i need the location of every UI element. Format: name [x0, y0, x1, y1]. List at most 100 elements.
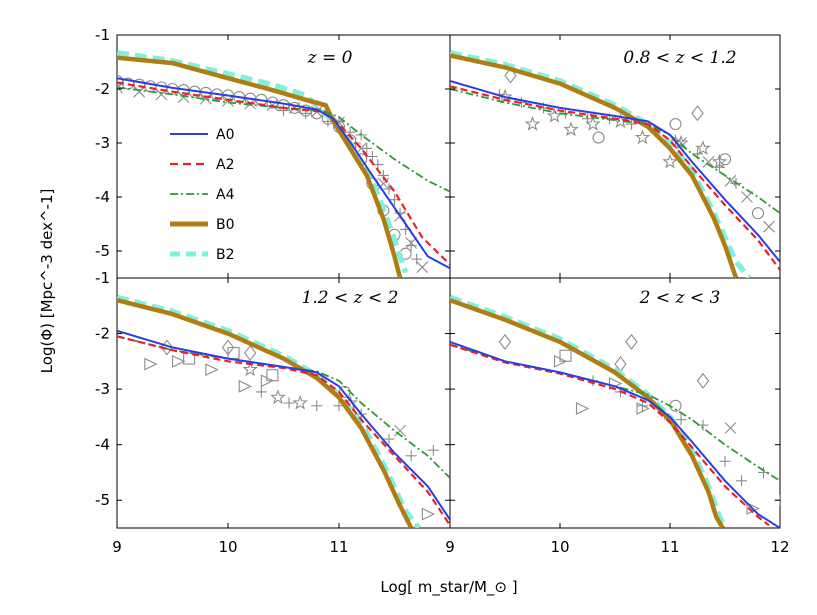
- panel-2-cross-marker: [741, 191, 753, 203]
- y-tick-label: -1: [95, 26, 110, 44]
- panel-2-diamond-marker: [504, 67, 517, 84]
- panel-1-series-b2-line: [117, 50, 409, 274]
- panel-3-plus-marker: [383, 433, 395, 445]
- panel-title-2: 0.8 < z < 1.2: [623, 48, 736, 68]
- legend-label-a2: A2: [216, 157, 234, 173]
- panel-3-star-marker: [270, 389, 286, 405]
- panel-2-cross-marker: [763, 220, 775, 233]
- panel-2-circle-marker: [718, 153, 732, 166]
- panel-4-diamond-marker: [696, 372, 710, 389]
- panel-1-series-a0-line: [117, 77, 450, 270]
- panel-2-star-marker: [585, 115, 601, 131]
- legend-label-a0: A0: [216, 127, 234, 143]
- x-axis-label: Log[ m_star/M_⊙ ]: [380, 578, 517, 597]
- x-tick-label: 11: [660, 538, 679, 556]
- y-tick-label: -5: [95, 491, 110, 509]
- y-tick-label: -2: [95, 80, 110, 98]
- panel-3-triangle-marker: [144, 357, 158, 371]
- panel-4-plus-marker: [675, 414, 687, 426]
- panel-4-plus-marker: [637, 400, 648, 412]
- legend-label-a4: A4: [216, 187, 235, 203]
- panel-2-circle-marker: [669, 118, 682, 131]
- x-tick-label: 12: [770, 538, 789, 556]
- panel-2-diamond-marker: [691, 105, 704, 122]
- panel-1-plus-marker: [361, 142, 373, 154]
- panel-1-series-b0-line: [117, 55, 403, 278]
- panel-1-circle-marker: [288, 101, 301, 114]
- panel-4-plus-marker: [758, 466, 769, 478]
- panel-1-plus-marker: [377, 169, 389, 181]
- x-tick-label: 10: [550, 538, 569, 556]
- y-tick-label: -4: [95, 188, 110, 206]
- tick-layer: 9 10 11 9 10 11 12 -1 -2 -3 -4 -5 -1 -2 -3 -4 -5: [95, 26, 790, 556]
- panel-1-plus-marker: [411, 253, 423, 265]
- panel-title-1: z = 0: [307, 48, 353, 68]
- x-tick-label: 11: [329, 538, 348, 556]
- x-tick-label: 10: [218, 538, 237, 556]
- panel-title-4: 2 < z < 3: [639, 288, 721, 308]
- panel-4-triangle-marker: [575, 402, 590, 415]
- x-tick-label: 9: [112, 538, 122, 556]
- panel-4-series-a2-line: [450, 343, 770, 527]
- panel-4-plus-marker: [736, 475, 747, 487]
- legend-label-b0: B0: [216, 217, 235, 233]
- panel-1-circle-marker: [117, 74, 124, 87]
- panel-3-plus-marker: [255, 386, 267, 398]
- panel-2-plus-marker: [714, 161, 725, 173]
- panel-2-star-marker: [662, 153, 678, 169]
- panel-4-data: [450, 294, 780, 528]
- panel-3-plus-marker: [311, 400, 323, 412]
- panel-4-diamond-marker: [498, 333, 512, 350]
- panel-4-plus-marker: [697, 419, 709, 431]
- panel-3-series-b2-line: [117, 294, 422, 528]
- panel-3-diamond-marker: [244, 344, 257, 362]
- panel-4-plus-marker: [719, 455, 731, 467]
- panel-4-cross-marker: [724, 422, 737, 434]
- panel-frame-4: [449, 277, 781, 529]
- panel-1-cross-marker: [133, 85, 146, 98]
- panel-2-plus-marker: [582, 113, 593, 125]
- panel-2-star-marker: [563, 121, 579, 137]
- y-tick-label: -4: [95, 436, 110, 454]
- panel-3-plus-marker: [283, 397, 295, 409]
- panel-3-series-a4-line: [117, 335, 450, 479]
- panel-frame-1: [116, 34, 451, 279]
- panel-2-series-a0-line: [450, 79, 780, 263]
- panel-1-cross-marker: [416, 261, 429, 274]
- panel-3-square-marker: [183, 352, 196, 365]
- panel-2-star-marker: [673, 134, 689, 150]
- panel-title-3: 1.2 < z < 2: [302, 288, 399, 308]
- panel-3-cross-marker: [394, 424, 406, 437]
- panel-3-series-a0-line: [117, 329, 450, 521]
- panel-3-triangle-marker: [172, 354, 186, 368]
- y-tick-label: -3: [95, 380, 110, 398]
- panel-1-series-a4-line: [117, 86, 450, 193]
- plot-layer: [117, 50, 780, 528]
- panel-3-square-marker: [266, 369, 279, 382]
- panel-4-series-a4-line: [450, 343, 780, 482]
- panel-2-star-marker: [695, 140, 711, 156]
- panel-2-star-marker: [634, 129, 651, 145]
- panel-1-plus-marker: [355, 129, 367, 141]
- panel-3-series-b0-line: [117, 298, 414, 528]
- panel-3-triangle-marker: [205, 363, 219, 377]
- legend: A0 A2 A4 B0 B2: [170, 127, 235, 263]
- y-axis-label: Log(Φ) [Mpc^-3 dex^-1]: [38, 189, 56, 374]
- panel-1-data: [117, 50, 450, 278]
- panel-2-series-a4-line: [450, 88, 780, 214]
- panel-2-series-b2-line: [450, 50, 752, 278]
- panel-3-data: [117, 294, 450, 528]
- y-tick-label: -1: [95, 269, 110, 287]
- panel-4-diamond-marker: [625, 333, 638, 350]
- panel-3-star-marker: [292, 394, 308, 410]
- panel-3-plus-marker: [405, 450, 417, 462]
- y-tick-label: -3: [95, 134, 110, 152]
- panel-1-plus-marker: [366, 151, 378, 162]
- panel-3-plus-marker: [427, 444, 439, 456]
- panel-2-data: [450, 50, 780, 278]
- panel-4-series-a0-line: [450, 340, 780, 528]
- panel-2-cross-marker: [724, 174, 737, 187]
- panel-2-circle-marker: [751, 207, 765, 220]
- panel-2-series-b0-line: [450, 53, 739, 278]
